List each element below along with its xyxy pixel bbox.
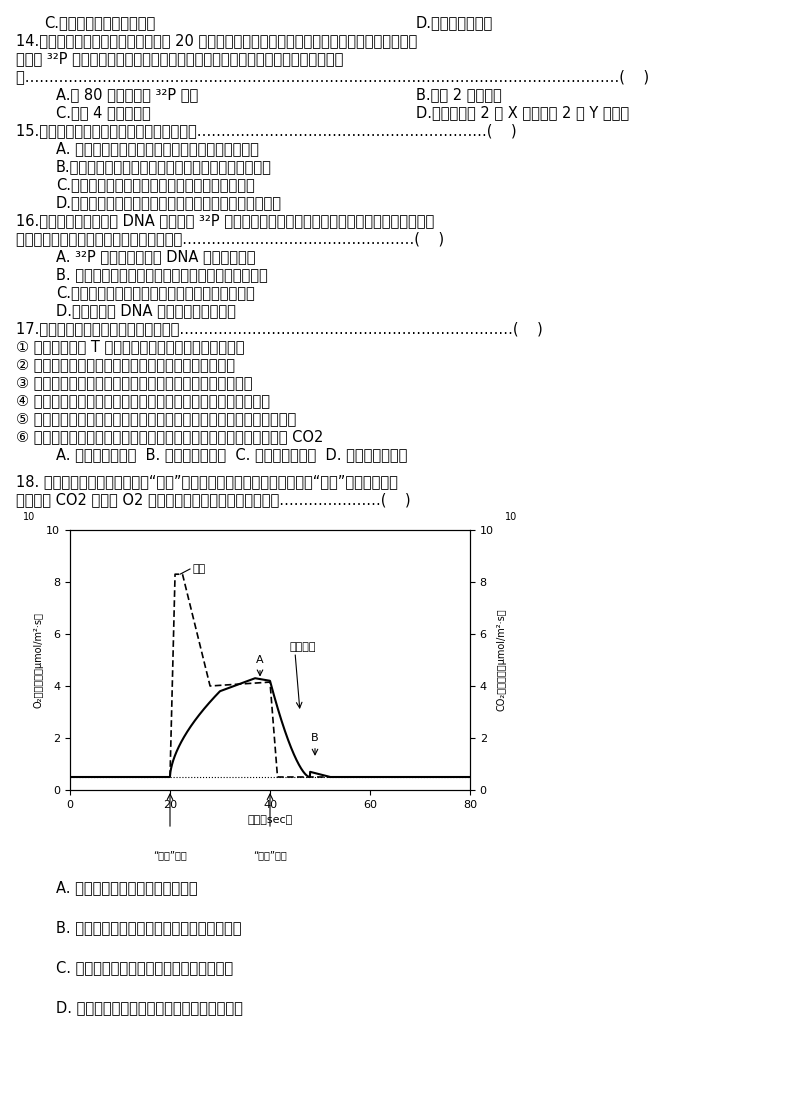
Text: D.激素和酶都具有高效性，在非细胞条件下也能发挥作用: D.激素和酶都具有高效性，在非细胞条件下也能发挥作用 xyxy=(56,195,282,211)
Text: ④ 神经干细胞分化成各种神经细胞的过程表现了细胞的全能性；: ④ 神经干细胞分化成各种神经细胞的过程表现了细胞的全能性； xyxy=(16,393,270,408)
Text: ⑥ 高等动物剧烈运动时肌肉细胞因供氧不足而进行的无氧呼吸不产生 CO2: ⑥ 高等动物剧烈运动时肌肉细胞因供氧不足而进行的无氧呼吸不产生 CO2 xyxy=(16,429,323,444)
Text: “光斋”移开: “光斋”移开 xyxy=(253,850,287,860)
Text: C.产物具有颜色反应的基因: C.产物具有颜色反应的基因 xyxy=(44,16,155,30)
Text: 是……………………………………………………………………………………………………………(    ): 是………………………………………………………………………………………………………… xyxy=(16,69,649,84)
Text: D.每一极含有 2 条 X 染色体或 2 条 Y 染色体: D.每一极含有 2 条 X 染色体或 2 条 Y 染色体 xyxy=(416,105,629,120)
X-axis label: 时间（sec）: 时间（sec） xyxy=(247,815,293,825)
Text: ⑤ 将融合的异种植物花粉芲成幼苗并用秋水仙素处理可得到可育植株；: ⑤ 将融合的异种植物花粉芲成幼苗并用秋水仙素处理可得到可育植株； xyxy=(16,411,296,425)
Text: D.此实验证明 DNA 是噬藻体的遗传物质: D.此实验证明 DNA 是噬藻体的遗传物质 xyxy=(56,302,236,318)
Text: C.含有 4 个染色体组: C.含有 4 个染色体组 xyxy=(56,105,150,120)
Text: C.血液中未参与免疫反应的淡巴细胞都是记忆细胞: C.血液中未参与免疫反应的淡巴细胞都是记忆细胞 xyxy=(56,177,254,192)
Text: A. ³²P 标记的是噬藻体 DNA 中的胸腺嘴啶: A. ³²P 标记的是噬藻体 DNA 中的胸腺嘴啶 xyxy=(56,249,255,264)
Text: 14.成年雄性小鼠的初级精母细胞中有 20 对同源染色体。将该小鼠的一个分裂旺盛的未标记的体细: 14.成年雄性小鼠的初级精母细胞中有 20 对同源染色体。将该小鼠的一个分裂旺盛… xyxy=(16,33,418,48)
Text: 氧气: 氧气 xyxy=(193,564,206,574)
Y-axis label: O₂释放速率（μmol/m²·s）: O₂释放速率（μmol/m²·s） xyxy=(34,612,43,708)
Text: 17.下列是有关细胞的叙述，请作出判断……………………………………………………………(    ): 17.下列是有关细胞的叙述，请作出判断………………………………………………………… xyxy=(16,321,542,336)
Text: 15.下列关于生命活动调节的叙述，正确的是……………………………………………………(    ): 15.下列关于生命活动调节的叙述，正确的是…………………………………………………… xyxy=(16,123,517,138)
Text: D.贮藏蛋白的基因: D.贮藏蛋白的基因 xyxy=(416,16,494,30)
Text: A. 有一种说法错误  B. 有两种说法错误  C. 有两种说法正确  D. 有三种说法正确: A. 有一种说法错误 B. 有两种说法错误 C. 有两种说法正确 D. 有三种说… xyxy=(56,447,407,462)
Text: B. 光斋照射后，光反应和暗反应迅速同步增加: B. 光斋照射后，光反应和暗反应迅速同步增加 xyxy=(56,920,242,935)
Text: A. 神经细胞上神经冲动的传导都以局部电流为先导: A. 神经细胞上神经冲动的传导都以局部电流为先导 xyxy=(56,141,259,156)
Text: A: A xyxy=(256,655,264,665)
Text: B. 搅拌的目的是使吸附在蓝藻上的噬藻体与蓝藻分离: B. 搅拌的目的是使吸附在蓝藻上的噬藻体与蓝藻分离 xyxy=(56,267,268,283)
Text: ③ 大肠杆菌细胞分裂前期时，每个细胞中含有两个中心体；: ③ 大肠杆菌细胞分裂前期时，每个细胞中含有两个中心体； xyxy=(16,375,253,390)
Text: A. 光斋照射前，光合作用无法进行: A. 光斋照射前，光合作用无法进行 xyxy=(56,880,198,895)
Text: A.有 80 条染色体被 ³²P 标记: A.有 80 条染色体被 ³²P 标记 xyxy=(56,88,198,102)
Text: 10: 10 xyxy=(505,512,518,522)
Text: D. 光斋移开后，光反应和暗反应迅速同步减弱: D. 光斋移开后，光反应和暗反应迅速同步减弱 xyxy=(56,1001,243,1015)
Text: 16.噬藻体是感染蓝藻的 DNA 病毒。用 ³²P 标记的噬藻体感染蓝藻细胞，培养一段时间，经搅拌、: 16.噬藻体是感染蓝藻的 DNA 病毒。用 ³²P 标记的噬藻体感染蓝藻细胞，培… xyxy=(16,213,434,228)
Text: 二氧化碳: 二氧化碳 xyxy=(290,642,317,652)
Text: B: B xyxy=(311,733,319,743)
Text: 10: 10 xyxy=(22,512,35,522)
Text: ② 与硌化细菌最主要的区别是酵母菌有成形的细胞核；: ② 与硌化细菌最主要的区别是酵母菌有成形的细胞核； xyxy=(16,357,235,372)
Text: B.含有 2 组中心体: B.含有 2 组中心体 xyxy=(416,88,502,102)
Y-axis label: CO₂吸收速率（μmol/m²·s）: CO₂吸收速率（μmol/m²·s） xyxy=(497,608,506,711)
Text: C.离心后放射性同位素主要分布在试管的上清液中: C.离心后放射性同位素主要分布在试管的上清液中 xyxy=(56,285,254,300)
Text: 胞放入 ³²P 标记的培养液中培养，当该细胞进入有丝分裂后期时，下列分析错误的: 胞放入 ³²P 标记的培养液中培养，当该细胞进入有丝分裂后期时，下列分析错误的 xyxy=(16,51,343,66)
Text: 18. 阳光穿过森林中的空隙形成“光斋”，如图表示一株生长旺盛的植物在“光斋”照射前后光合: 18. 阳光穿过森林中的空隙形成“光斋”，如图表示一株生长旺盛的植物在“光斋”照… xyxy=(16,474,398,489)
Text: ① 浆细胞比效应 T 细胞含有较多的高尔基体和内质网；: ① 浆细胞比效应 T 细胞含有较多的高尔基体和内质网； xyxy=(16,339,245,353)
Text: 作用吸收 CO2 和释放 O2 气体量的变化，据此分析正确的是…………………(    ): 作用吸收 CO2 和释放 O2 气体量的变化，据此分析正确的是…………………( … xyxy=(16,492,410,507)
Text: 离心后进行放射性检测。相关叙述正确的是…………………………………………(    ): 离心后进行放射性检测。相关叙述正确的是…………………………………………( ) xyxy=(16,230,444,246)
Text: C. 光斋照射后，暗反应对光反应有限制作用: C. 光斋照射后，暗反应对光反应有限制作用 xyxy=(56,960,233,975)
Text: “光斋”开始: “光斋”开始 xyxy=(153,850,187,860)
Text: B.激素和抗体都具有特异性，只能作用于特定的靶细胞: B.激素和抗体都具有特异性，只能作用于特定的靶细胞 xyxy=(56,160,272,174)
